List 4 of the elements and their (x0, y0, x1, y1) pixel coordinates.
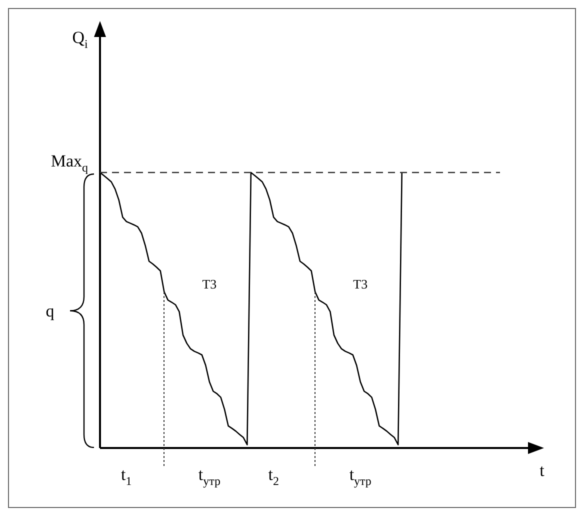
text: q (46, 301, 55, 320)
annotation: Т3 (353, 276, 368, 292)
annotation: Т3 (202, 276, 217, 292)
x-axis-title: t (540, 461, 545, 480)
